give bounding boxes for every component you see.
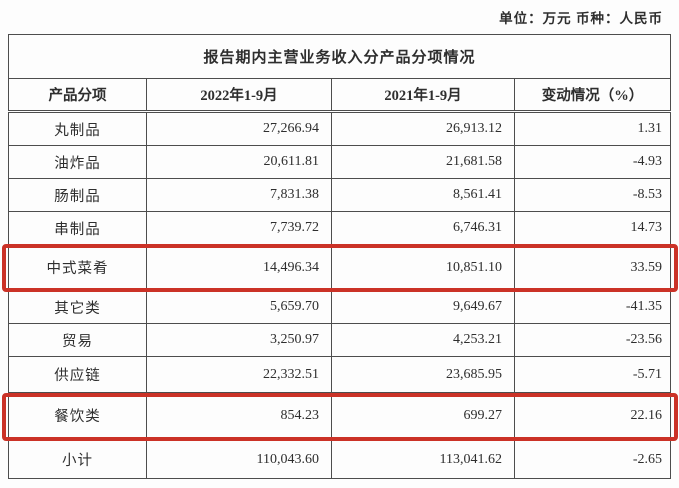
product-name-cell: 其它类 <box>8 290 147 324</box>
value-2022-cell: 22,332.51 <box>146 356 332 393</box>
product-name-cell: 餐饮类 <box>8 392 147 440</box>
value-2022-cell: 3,250.97 <box>146 323 332 357</box>
value-2021-cell: 21,681.58 <box>331 145 515 179</box>
change-pct-cell: -5.71 <box>513 356 672 393</box>
product-name-cell: 丸制品 <box>8 111 147 146</box>
table-row: 小计 110,043.60 113,041.62 -2.65 <box>8 438 672 479</box>
product-name-cell: 串制品 <box>8 211 147 245</box>
value-2021-cell: 699.27 <box>331 392 515 440</box>
value-2022-cell: 14,496.34 <box>146 244 332 291</box>
value-2022-cell: 20,611.81 <box>146 145 332 179</box>
table-title: 报告期内主营业务收入分产品分项情况 <box>7 34 672 79</box>
product-name-cell: 小计 <box>8 438 147 479</box>
product-name-cell: 供应链 <box>8 356 147 393</box>
column-header-product: 产品分项 <box>8 78 147 113</box>
revenue-breakdown-table: 报告期内主营业务收入分产品分项情况 产品分项 2022年1-9月 2021年1-… <box>7 34 672 479</box>
value-2021-cell: 113,041.62 <box>331 438 515 479</box>
product-name-cell: 贸易 <box>8 323 147 357</box>
product-name-cell: 中式菜肴 <box>8 244 147 291</box>
value-2021-cell: 23,685.95 <box>331 356 515 393</box>
column-header-2021-period: 2021年1-9月 <box>331 78 515 113</box>
table-row: 餐饮类 854.23 699.27 22.16 <box>8 392 672 440</box>
table-row: 油炸品 20,611.81 21,681.58 -4.93 <box>8 145 672 179</box>
table-row: 中式菜肴 14,496.34 10,851.10 33.59 <box>8 244 672 291</box>
table-row: 肠制品 7,831.38 8,561.41 -8.53 <box>8 178 672 212</box>
value-2021-cell: 10,851.10 <box>331 244 515 291</box>
table-row: 串制品 7,739.72 6,746.31 14.73 <box>8 211 672 245</box>
value-2021-cell: 4,253.21 <box>331 323 515 357</box>
table-body: 丸制品 27,266.94 26,913.12 1.31 油炸品 20,611.… <box>8 111 672 479</box>
product-name-cell: 油炸品 <box>8 145 147 179</box>
column-header-change-pct: 变动情况（%） <box>513 78 672 113</box>
value-2022-cell: 854.23 <box>146 392 332 440</box>
table-row: 丸制品 27,266.94 26,913.12 1.31 <box>8 111 672 146</box>
table-row: 其它类 5,659.70 9,649.67 -41.35 <box>8 290 672 324</box>
table-header-row: 产品分项 2022年1-9月 2021年1-9月 变动情况（%） <box>8 78 672 113</box>
change-pct-cell: -8.53 <box>513 178 672 212</box>
product-name-cell: 肠制品 <box>8 178 147 212</box>
change-pct-cell: 1.31 <box>513 111 672 146</box>
change-pct-cell: -2.65 <box>513 438 672 479</box>
table-title-row: 报告期内主营业务收入分产品分项情况 <box>7 34 672 79</box>
table-row: 供应链 22,332.51 23,685.95 -5.71 <box>8 356 672 393</box>
value-2021-cell: 9,649.67 <box>331 290 515 324</box>
change-pct-cell: 14.73 <box>513 211 672 245</box>
value-2022-cell: 7,739.72 <box>146 211 332 245</box>
value-2021-cell: 26,913.12 <box>331 111 515 146</box>
value-2022-cell: 7,831.38 <box>146 178 332 212</box>
value-2021-cell: 8,561.41 <box>331 178 515 212</box>
column-header-2022-period: 2022年1-9月 <box>146 78 332 113</box>
value-2022-cell: 5,659.70 <box>146 290 332 324</box>
value-2021-cell: 6,746.31 <box>331 211 515 245</box>
table-row: 贸易 3,250.97 4,253.21 -23.56 <box>8 323 672 357</box>
change-pct-cell: 22.16 <box>513 392 672 440</box>
change-pct-cell: -4.93 <box>513 145 672 179</box>
change-pct-cell: -41.35 <box>513 290 672 324</box>
change-pct-cell: 33.59 <box>513 244 672 291</box>
change-pct-cell: -23.56 <box>513 323 672 357</box>
value-2022-cell: 27,266.94 <box>146 111 332 146</box>
unit-currency-label: 单位：万元 币种：人民币 <box>499 11 663 26</box>
value-2022-cell: 110,043.60 <box>146 438 332 479</box>
